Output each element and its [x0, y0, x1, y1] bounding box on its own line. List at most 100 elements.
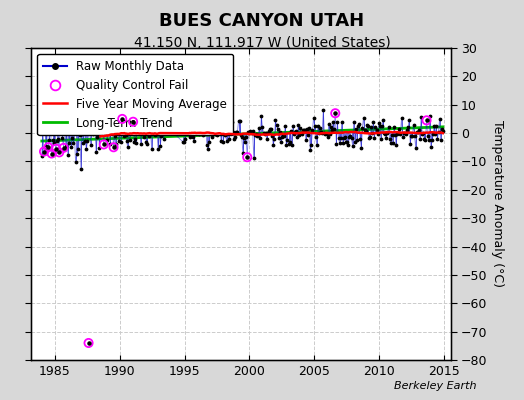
Point	[83, 138, 92, 144]
Point	[52, 146, 60, 152]
Point	[329, 119, 337, 126]
Point	[100, 141, 108, 148]
Point	[374, 130, 382, 137]
Point	[435, 115, 444, 122]
Point	[283, 137, 292, 143]
Point	[243, 154, 252, 160]
Point	[405, 117, 413, 124]
Point	[267, 126, 275, 132]
Point	[119, 122, 127, 128]
Point	[205, 139, 213, 145]
Point	[202, 128, 210, 135]
Point	[78, 131, 86, 137]
Point	[407, 132, 416, 139]
Point	[417, 114, 425, 120]
Point	[303, 126, 311, 132]
Point	[337, 118, 346, 125]
Point	[151, 132, 159, 138]
Point	[406, 141, 414, 147]
Point	[365, 135, 373, 141]
Point	[241, 138, 249, 145]
Point	[264, 130, 272, 136]
Point	[275, 135, 283, 141]
Point	[280, 133, 288, 140]
Point	[356, 136, 365, 143]
Point	[66, 127, 74, 134]
Point	[191, 130, 199, 136]
Point	[91, 126, 99, 132]
Point	[210, 118, 218, 125]
Point	[118, 116, 126, 122]
Point	[353, 137, 361, 143]
Point	[291, 129, 299, 136]
Point	[394, 130, 402, 136]
Point	[82, 146, 91, 152]
Point	[266, 126, 274, 132]
Point	[295, 132, 303, 138]
Point	[425, 113, 434, 119]
Point	[73, 146, 82, 152]
Point	[92, 149, 101, 156]
Point	[434, 128, 443, 135]
Point	[422, 117, 431, 124]
Point	[377, 136, 385, 143]
Point	[141, 123, 149, 129]
Point	[189, 134, 197, 140]
Point	[277, 139, 285, 146]
Point	[336, 134, 345, 141]
Point	[142, 139, 150, 145]
Point	[398, 134, 407, 140]
Point	[252, 131, 260, 137]
Point	[47, 150, 56, 157]
Point	[274, 126, 282, 132]
Point	[364, 122, 372, 129]
Point	[355, 121, 363, 128]
Point	[253, 133, 261, 139]
Point	[342, 139, 351, 145]
Point	[282, 142, 290, 148]
Point	[344, 142, 353, 148]
Point	[317, 128, 325, 135]
Point	[71, 159, 80, 165]
Point	[95, 144, 104, 151]
Point	[192, 121, 200, 127]
Point	[40, 148, 48, 155]
Point	[129, 118, 137, 125]
Point	[226, 129, 234, 136]
Point	[110, 144, 118, 150]
Point	[428, 137, 436, 144]
Point	[427, 144, 435, 150]
Point	[331, 110, 340, 116]
Point	[70, 130, 79, 136]
Point	[372, 124, 380, 130]
Point	[285, 140, 293, 147]
Point	[54, 136, 62, 142]
Point	[315, 129, 323, 136]
Point	[361, 126, 369, 133]
Point	[255, 125, 264, 132]
Point	[249, 155, 258, 161]
Point	[194, 126, 202, 132]
Point	[161, 123, 170, 129]
Point	[415, 127, 423, 133]
Point	[367, 124, 375, 130]
Point	[110, 144, 118, 150]
Point	[301, 127, 309, 133]
Point	[410, 132, 419, 139]
Point	[99, 124, 107, 131]
Point	[221, 132, 230, 138]
Point	[188, 118, 196, 125]
Point	[97, 123, 106, 129]
Point	[79, 140, 88, 146]
Point	[143, 141, 151, 147]
Point	[380, 129, 388, 136]
Point	[431, 131, 440, 138]
Point	[149, 110, 158, 117]
Point	[261, 130, 270, 136]
Point	[340, 135, 348, 142]
Point	[244, 129, 253, 135]
Point	[132, 140, 140, 146]
Point	[123, 138, 131, 144]
Point	[46, 123, 54, 130]
Point	[260, 131, 269, 137]
